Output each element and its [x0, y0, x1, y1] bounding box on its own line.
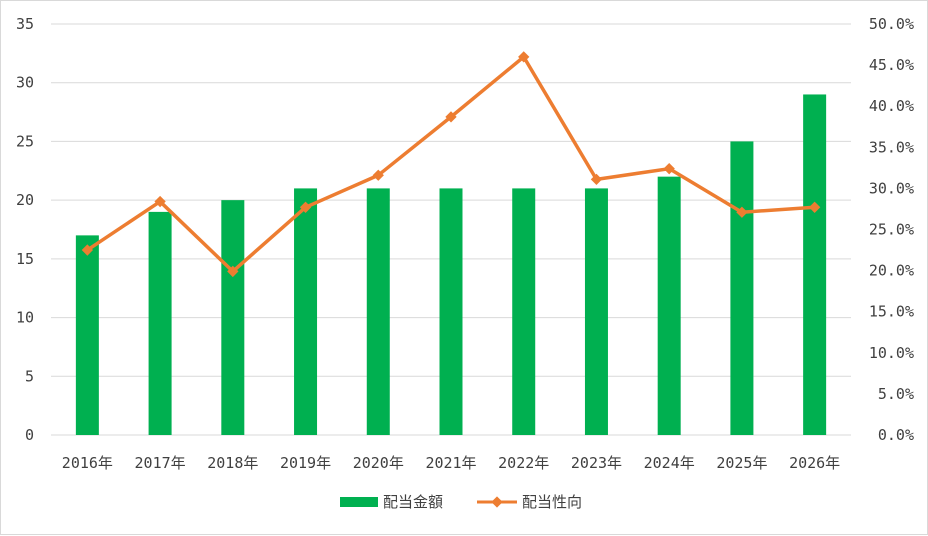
- line-point: [227, 265, 239, 278]
- right-axis-ticks: 0.0% 5.0% 10.0% 15.0% 20.0% 25.0% 30.0% 35.0% 40…: [869, 15, 914, 444]
- bar: [366, 188, 390, 435]
- bar: [148, 211, 172, 435]
- right-tick-label: 5.0%: [878, 385, 914, 403]
- line-point: [736, 206, 748, 218]
- left-tick-label: 35: [16, 15, 34, 33]
- x-axis-ticks: 2016年 2017年 2018年 2019年 2020年 2021年 2022年 2023年…: [62, 454, 840, 472]
- legend-bar-label: 配当金額: [383, 493, 443, 511]
- left-tick-label: 15: [16, 250, 34, 268]
- right-tick-label: 10.0%: [869, 344, 914, 362]
- line-point: [299, 201, 312, 213]
- x-tick-label: 2019年: [280, 454, 331, 472]
- bar-series: [75, 94, 827, 435]
- bar: [584, 188, 608, 435]
- right-tick-label: 25.0%: [869, 221, 914, 239]
- x-tick-label: 2017年: [135, 454, 186, 472]
- legend-line-label: 配当性向: [522, 493, 582, 511]
- left-tick-label: 0: [25, 426, 34, 444]
- x-tick-label: 2025年: [716, 454, 767, 472]
- bar: [439, 188, 463, 435]
- legend-bar-swatch: [340, 497, 378, 507]
- line-point: [372, 169, 384, 181]
- right-tick-label: 0.0%: [878, 426, 914, 444]
- bar: [221, 200, 245, 435]
- line-point: [590, 173, 603, 186]
- left-tick-label: 25: [16, 132, 34, 150]
- left-tick-label: 5: [25, 367, 34, 385]
- right-tick-label: 50.0%: [869, 15, 914, 33]
- right-tick-label: 35.0%: [869, 138, 914, 156]
- x-tick-label: 2024年: [644, 454, 695, 472]
- left-tick-label: 10: [16, 309, 34, 327]
- right-tick-label: 40.0%: [869, 97, 914, 115]
- right-tick-label: 45.0%: [869, 56, 914, 74]
- x-tick-label: 2021年: [425, 454, 476, 472]
- right-tick-label: 20.0%: [869, 262, 914, 280]
- x-tick-label: 2026年: [789, 454, 840, 472]
- line-point: [154, 195, 166, 208]
- x-tick-label: 2020年: [353, 454, 404, 472]
- left-tick-label: 30: [16, 74, 34, 92]
- left-axis-ticks: 0 5 10 15 20 25 30 35: [16, 15, 34, 444]
- bar: [730, 141, 754, 435]
- line-point: [518, 51, 530, 63]
- line-series: [81, 51, 821, 278]
- legend-line-marker: [491, 496, 503, 508]
- x-tick-label: 2023年: [571, 454, 622, 472]
- x-tick-label: 2022年: [498, 454, 549, 472]
- x-tick-label: 2016年: [62, 454, 113, 472]
- right-tick-label: 15.0%: [869, 303, 914, 321]
- left-tick-label: 20: [16, 191, 34, 209]
- x-tick-label: 2018年: [207, 454, 258, 472]
- legend: 配当金額 配当性向: [340, 493, 582, 511]
- bar: [803, 94, 827, 435]
- bar: [657, 176, 681, 435]
- line-point: [808, 201, 821, 213]
- bar: [512, 188, 536, 435]
- line-point: [663, 163, 675, 175]
- right-tick-label: 30.0%: [869, 179, 914, 197]
- bar: [294, 188, 318, 435]
- bar: [75, 235, 99, 435]
